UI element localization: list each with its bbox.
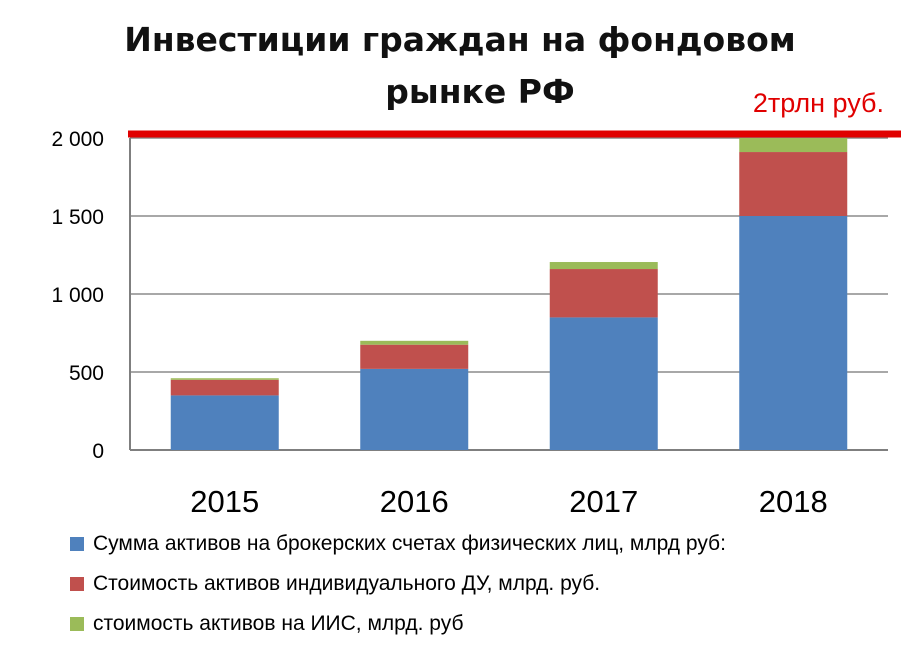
y-tick-label: 1 000 [51,284,104,307]
y-tick-label: 0 [92,440,104,463]
bar-segment [170,378,279,380]
x-axis-ticks: 2015 2016 2017 2018 [190,484,827,519]
y-tick-label: 500 [69,362,104,385]
chart-title-line-2: рынке РФ [385,72,575,111]
legend-item: стоимость активов на ИИС, млрд. руб [70,604,726,644]
x-tick-label: 2018 [759,484,828,519]
legend-label: Сумма активов на брокерских счетах физич… [93,532,726,555]
bar-segment [739,152,848,216]
legend-swatch [70,537,84,551]
legend-label: Стоимость активов индивидуального ДУ, мл… [93,572,601,595]
x-tick-label: 2015 [190,484,259,519]
bar-segment [739,138,848,153]
chart-title: Инвестиции граждан на фондовом рынке РФ [60,14,860,118]
bar-stacks [170,138,848,450]
legend-swatch [70,617,84,631]
legend-swatch [70,577,84,591]
bar-segment [170,395,279,450]
bar-segment [360,340,469,345]
chart-title-line-1: Инвестиции граждан на фондовом [124,20,796,59]
bar-segment [549,317,658,450]
legend-item: Сумма активов на брокерских счетах физич… [70,524,726,564]
legend-label: стоимость активов на ИИС, млрд. руб [93,612,464,635]
reference-line-group: 2трлн руб. [128,88,901,138]
reference-line-label: 2трлн руб. [753,88,884,118]
bar-segment [549,262,658,270]
x-tick-label: 2017 [569,484,638,519]
bar-segment [549,269,658,318]
legend: Сумма активов на брокерских счетах физич… [70,524,726,644]
y-axis-ticks: 0 500 1 000 1 500 2 000 [51,128,104,463]
y-tick-label: 2 000 [51,128,104,151]
bar-segment [170,379,279,396]
bar-chart: 0 500 1 000 1 500 2 000 2015 2016 2017 2018 2тр… [51,88,901,519]
bar-segment [360,368,469,450]
x-tick-label: 2016 [380,484,449,519]
y-tick-label: 1 500 [51,206,104,229]
legend-item: Стоимость активов индивидуального ДУ, мл… [70,564,726,604]
bar-segment [739,216,848,450]
bar-segment [360,344,469,369]
